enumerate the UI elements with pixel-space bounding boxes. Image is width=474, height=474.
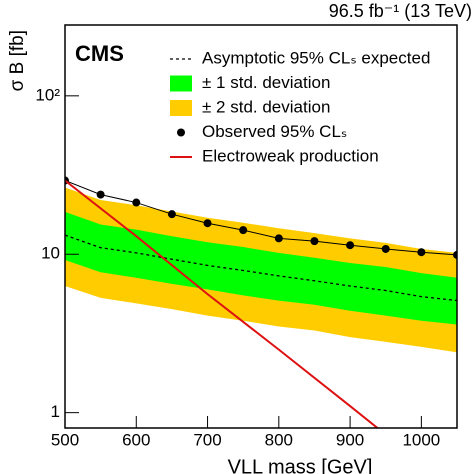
x-tick-label: 900 <box>336 430 364 449</box>
error-band <box>65 211 457 325</box>
x-tick-label: 700 <box>193 430 221 449</box>
y-axis-label: σ B [fb] <box>7 30 28 91</box>
plot-area <box>65 176 457 428</box>
expected-line <box>65 234 457 302</box>
legend-swatch <box>177 128 185 137</box>
x-tick-label: 500 <box>51 430 79 449</box>
y-tick-label: 10 <box>41 244 60 263</box>
observed-point <box>203 219 212 228</box>
observed-point <box>453 250 457 259</box>
y-tick-label: 1 <box>51 402 60 421</box>
x-tick-label: 800 <box>265 430 293 449</box>
observed-point <box>96 190 105 199</box>
observed-point <box>310 237 319 246</box>
legend-label: Observed 95% CLₛ <box>202 122 347 141</box>
observed-line <box>65 180 457 256</box>
cms-label: CMS <box>75 41 124 66</box>
legend-label: ± 2 std. deviation <box>202 97 330 116</box>
observed-point <box>274 234 283 243</box>
y-tick-label: 10² <box>35 85 60 104</box>
legend-swatch <box>170 75 192 92</box>
frame <box>64 24 458 429</box>
lumi-label: 96.5 fb⁻¹ (13 TeV) <box>329 1 472 21</box>
observed-point <box>239 226 248 235</box>
x-tick-label: 1000 <box>402 430 440 449</box>
x-axis-label: VLL mass [GeV] <box>228 456 373 474</box>
legend-swatch <box>170 100 192 116</box>
x-tick-label: 600 <box>122 430 150 449</box>
theory-line <box>65 179 380 428</box>
observed-point <box>132 198 141 207</box>
legend-label: ± 1 std. deviation <box>202 73 330 92</box>
legend-label: Electroweak production <box>202 146 379 165</box>
observed-point <box>381 244 390 253</box>
observed-point <box>417 248 426 257</box>
observed-point <box>167 210 176 219</box>
observed-point <box>346 241 355 250</box>
legend-label: Asymptotic 95% CLₛ expected <box>202 48 430 67</box>
